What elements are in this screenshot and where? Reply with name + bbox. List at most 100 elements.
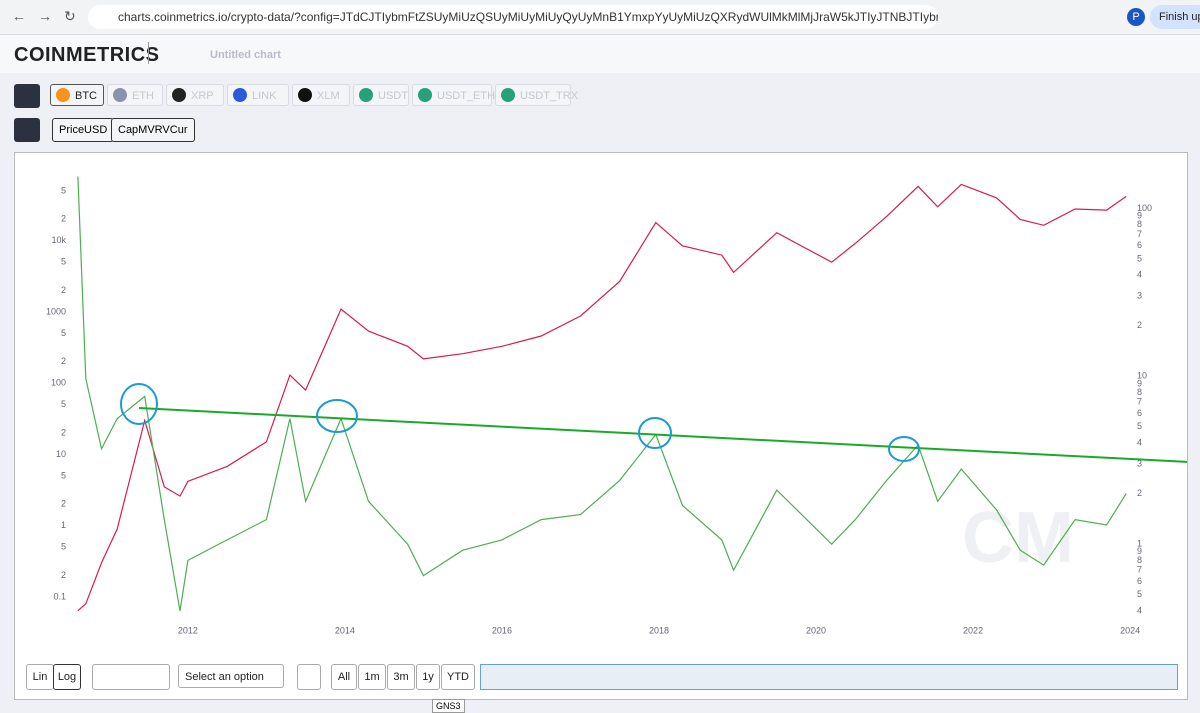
y-tick-label: 5 — [61, 541, 66, 551]
y2-tick-label: 9 — [1137, 378, 1142, 388]
y2-tick-label: 2 — [1137, 488, 1142, 498]
y-tick-label: 2 — [61, 570, 66, 580]
range-button[interactable]: YTD — [441, 664, 475, 690]
finish-update[interactable]: Finish upd — [1150, 5, 1200, 29]
asset-chip[interactable]: XRP — [166, 84, 224, 106]
y2-tick-label: 6 — [1137, 408, 1142, 418]
y2-tick-label: 5 — [1137, 253, 1142, 263]
y2-tick-label: 4 — [1137, 605, 1142, 615]
y2-tick-label: 3 — [1137, 291, 1142, 301]
scale-button[interactable]: Lin — [26, 664, 54, 690]
metrics-button[interactable] — [14, 118, 40, 142]
asset-chip[interactable]: USDT_ETH — [412, 84, 495, 106]
y-tick-label: 2 — [61, 285, 66, 295]
y2-tick-label: 8 — [1137, 219, 1142, 229]
y2-tick-label: 6 — [1137, 576, 1142, 586]
range-button[interactable]: 3m — [387, 664, 415, 690]
y2-tick-label: 100 — [1137, 203, 1152, 213]
x-tick-label: 2022 — [963, 625, 983, 635]
y-tick-label: 5 — [61, 328, 66, 338]
asset-icon — [233, 88, 247, 102]
y2-tick-label: 6 — [1137, 240, 1142, 250]
y2-tick-label: 4 — [1137, 270, 1142, 280]
chart-name[interactable]: Untitled chart — [210, 49, 281, 61]
tooltip: GNS3 — [432, 699, 465, 713]
header — [0, 35, 1200, 73]
asset-chip[interactable]: XLM — [292, 84, 350, 106]
y-tick-label: 10k — [51, 235, 66, 245]
y-tick-label: 2 — [61, 499, 66, 509]
metric[interactable]: CapMVRVCur — [111, 118, 195, 142]
y2-tick-label: 2 — [1137, 320, 1142, 330]
y-tick-label: 5 — [61, 399, 66, 409]
series-line — [77, 183, 1127, 612]
asset-chip[interactable]: ETH — [107, 84, 163, 106]
x-tick-label: 2014 — [335, 625, 355, 635]
asset-icon — [113, 88, 127, 102]
y2-tick-label: 7 — [1137, 229, 1142, 239]
forward[interactable]: → — [38, 8, 52, 24]
y-tick-label: 1000 — [46, 306, 66, 316]
y2-tick-label: 7 — [1137, 565, 1142, 575]
y-tick-label: 5 — [61, 257, 66, 267]
chart-container: CM 0.1 2 5 1 2 5 10 2 5 100 2 5 1000 2 5 10k 2 5 4 5 6 7 8 9 1 2 3… — [14, 152, 1190, 700]
x-tick-label: 2020 — [806, 625, 826, 635]
asset-icon — [172, 88, 186, 102]
asset-chip[interactable]: BTC — [50, 84, 104, 106]
y2-tick-label: 5 — [1137, 589, 1142, 599]
range-button[interactable]: 1m — [358, 664, 386, 690]
asset-chip[interactable]: LINK — [227, 84, 289, 106]
y-tick-label: 2 — [61, 427, 66, 437]
y-tick-label: 5 — [61, 185, 66, 195]
profile[interactable]: P — [1127, 8, 1145, 26]
asset-icon — [359, 88, 373, 102]
url-bar[interactable]: charts.coinmetrics.io/crypto-data/?confi… — [88, 5, 938, 29]
logo[interactable]: COINMETRICS — [14, 44, 160, 66]
asset-icon — [56, 88, 70, 102]
y-axis-button[interactable] — [297, 664, 321, 690]
divider — [148, 42, 149, 64]
x-tick-label: 2018 — [649, 625, 669, 635]
y2-tick-label: 8 — [1137, 387, 1142, 397]
y2-tick-label: 7 — [1137, 397, 1142, 407]
y2-tick-label: 9 — [1137, 211, 1142, 221]
select[interactable]: Select an option — [178, 664, 284, 688]
asset-icon — [501, 88, 515, 102]
y-tick-label: 5 — [61, 470, 66, 480]
range-button[interactable]: All — [331, 664, 357, 690]
y2-tick-label: 9 — [1137, 546, 1142, 556]
y2-tick-label: 3 — [1137, 458, 1142, 468]
y2-tick-label: 1 — [1137, 539, 1142, 549]
chart-type[interactable] — [92, 664, 170, 690]
chart: CM 0.12512510251002510002510k25456789123… — [46, 176, 1190, 635]
series-line — [77, 176, 1127, 612]
back[interactable]: ← — [12, 8, 26, 24]
y-tick-label: 0.1 — [53, 591, 66, 601]
y-tick-label: 100 — [51, 378, 66, 388]
range-slider[interactable] — [480, 664, 1178, 690]
y-tick-label: 2 — [61, 214, 66, 224]
metric[interactable]: PriceUSD — [52, 118, 115, 142]
x-tick-label: 2012 — [178, 625, 198, 635]
annotations — [120, 383, 920, 462]
asset-icon — [298, 88, 312, 102]
scale-button[interactable]: Log — [53, 664, 81, 690]
range-button[interactable]: 1y — [416, 664, 440, 690]
y-tick-label: 10 — [56, 449, 66, 459]
layers-button[interactable] — [14, 84, 40, 108]
y2-tick-label: 4 — [1137, 438, 1142, 448]
trend-line — [138, 407, 1190, 463]
y-tick-label: 1 — [61, 520, 66, 530]
reload[interactable]: ↻ — [64, 8, 76, 24]
asset-icon — [418, 88, 432, 102]
asset-chip[interactable]: USDT_TRX — [495, 84, 578, 106]
x-tick-label: 2016 — [492, 625, 512, 635]
watermark: CM — [962, 498, 1074, 578]
y2-tick-label: 5 — [1137, 421, 1142, 431]
y2-tick-label: 10 — [1137, 371, 1147, 381]
y2-tick-label: 8 — [1137, 555, 1142, 565]
y-tick-label: 2 — [61, 356, 66, 366]
x-tick-label: 2024 — [1120, 625, 1140, 635]
asset-chip[interactable]: USDT — [353, 84, 409, 106]
